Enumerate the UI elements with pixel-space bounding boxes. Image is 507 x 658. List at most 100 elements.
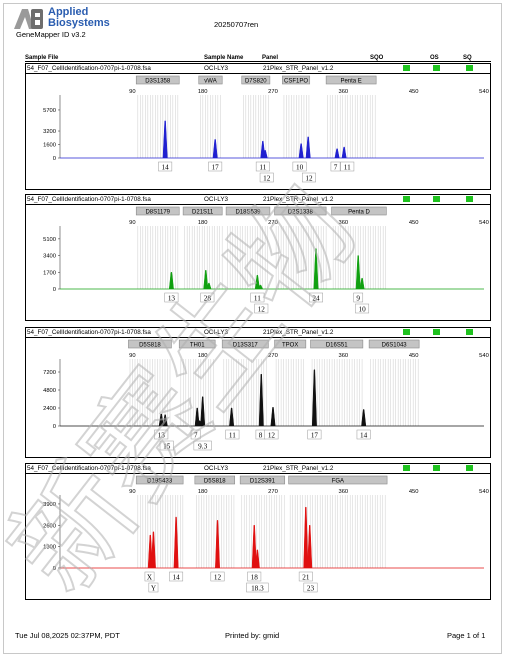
locus-D19S433: D19S433 <box>135 475 184 485</box>
locus-CSF1PO: CSF1PO <box>282 75 311 85</box>
peak <box>355 255 361 290</box>
page-frame <box>3 3 502 654</box>
y-tick-label: 1600 <box>43 143 56 149</box>
bin-lines <box>180 359 214 426</box>
locus-D6S1043: D6S1043 <box>368 339 420 349</box>
x-tick-label: 540 <box>479 353 489 359</box>
panel-4: 54_F07_CellIdentification-0707pi-1-0708.… <box>25 463 491 600</box>
y-tick-label: 3400 <box>43 254 56 260</box>
status-os-indicator <box>433 196 440 202</box>
peak <box>298 143 304 159</box>
allele-value: 23 <box>307 584 315 592</box>
electropherogram-chart: D5S818 TH01 D13S317 TPOX D16S51 D6S1043 90 180 2… <box>43 339 489 450</box>
allele-label: 21 <box>298 571 313 581</box>
allele-label: 15 <box>159 440 174 450</box>
locus-label: D6S1043 <box>382 343 408 349</box>
bin-lines <box>200 95 221 158</box>
allele-value: 9 <box>356 294 360 302</box>
status-os-indicator <box>433 65 440 71</box>
x-tick-label: 270 <box>268 220 278 226</box>
allele-label: 28 <box>200 292 215 302</box>
allele-label: 17 <box>307 429 322 439</box>
allele-value: Y <box>151 584 157 592</box>
locus-D12S391: D12S391 <box>239 475 286 485</box>
status-os-indicator <box>433 329 440 335</box>
panel-title: 54_F07_CellIdentification-0707pi-1-0708.… <box>26 328 490 338</box>
locus-label: D3S1358 <box>145 79 171 85</box>
col-sqo: SQO <box>370 55 384 61</box>
x-tick-label: 450 <box>409 220 419 226</box>
bin-lines <box>227 226 268 289</box>
locus-D8S1179: D8S1179 <box>135 206 180 216</box>
locus-vWA: vWA <box>198 75 223 85</box>
x-tick-label: 360 <box>338 89 348 95</box>
x-tick-label: 90 <box>129 89 135 95</box>
allele-label: 12 <box>264 429 279 439</box>
x-tick-label: 450 <box>409 89 419 95</box>
allele-value: 18 <box>251 573 259 581</box>
locus-label: Penta D <box>348 210 370 216</box>
bin-lines <box>196 495 235 568</box>
y-tick-label: 2600 <box>43 523 56 529</box>
locus-D5S818: D5S818 <box>128 339 172 349</box>
bin-lines <box>289 495 386 568</box>
allele-label: 17 <box>208 161 223 171</box>
locus-D7S820: D7S820 <box>241 75 271 85</box>
allele-label: 10 <box>355 303 370 313</box>
locus-label: D5S818 <box>204 479 226 485</box>
locus-label: TH01 <box>190 343 205 349</box>
bin-lines <box>370 359 419 426</box>
x-tick-label: 180 <box>198 89 208 95</box>
header-divider <box>25 61 491 62</box>
peak <box>254 549 260 569</box>
footer-page: Page 1 of 1 <box>447 631 486 640</box>
electropherogram-chart: D3S1358 vWA D7S820 CSF1PO Penta E 90 180 270 360… <box>43 75 489 182</box>
panel-sample: OCI-LY3 <box>204 465 229 472</box>
y-tick-label: 3200 <box>43 129 56 135</box>
allele-value: 11 <box>254 294 261 302</box>
peak <box>251 525 257 569</box>
x-tick-label: 360 <box>338 220 348 226</box>
status-sq-indicator <box>466 65 473 71</box>
allele-value: 12 <box>263 174 271 182</box>
x-tick-label: 540 <box>479 89 489 95</box>
x-tick-label: 180 <box>198 220 208 226</box>
col-os: OS <box>430 55 439 61</box>
x-tick-label: 450 <box>409 353 419 359</box>
allele-value: 15 <box>163 442 171 450</box>
peak <box>229 407 235 427</box>
status-sq-indicator <box>466 329 473 335</box>
software-version: GeneMapper ID v3.2 <box>16 30 86 39</box>
column-header: Sample File Sample Name Panel SQO OS SQ <box>25 55 491 63</box>
locus-D3S1358: D3S1358 <box>135 75 180 85</box>
peak <box>212 139 218 159</box>
bin-lines <box>129 359 171 426</box>
y-tick-label: 0 <box>53 156 56 162</box>
y-tick-label: 0 <box>53 287 56 293</box>
allele-label: 10 <box>292 161 307 171</box>
bin-lines <box>137 226 179 289</box>
allele-label: 13 <box>154 429 169 439</box>
allele-label: 23 <box>303 582 318 592</box>
peak <box>254 274 260 290</box>
peak <box>361 409 367 427</box>
peak <box>173 516 179 569</box>
allele-value: 12 <box>268 431 276 439</box>
panel-sample: OCI-LY3 <box>204 65 229 72</box>
allele-value: 13 <box>168 294 176 302</box>
y-tick-label: 2400 <box>43 406 56 412</box>
allele-label: 11 <box>255 161 270 171</box>
peak <box>162 414 168 427</box>
panel-panel: 21Plex_STR_Panel_v1.2 <box>263 465 334 472</box>
footer-datetime: Tue Jul 08,2025 02:37PM, PDT <box>15 631 120 640</box>
y-tick-label: 0 <box>53 566 56 572</box>
bin-lines <box>243 95 269 158</box>
peak <box>194 407 200 427</box>
allele-value: 18.3 <box>251 584 264 592</box>
allele-label: 18 <box>247 571 262 581</box>
panel-file: 54_F07_CellIdentification-0707pi-1-0708.… <box>27 465 151 472</box>
panel-3: 54_F07_CellIdentification-0707pi-1-0708.… <box>25 327 491 458</box>
bin-lines <box>184 226 223 289</box>
bin-lines <box>311 359 363 426</box>
allele-label: 18.3 <box>246 582 269 592</box>
